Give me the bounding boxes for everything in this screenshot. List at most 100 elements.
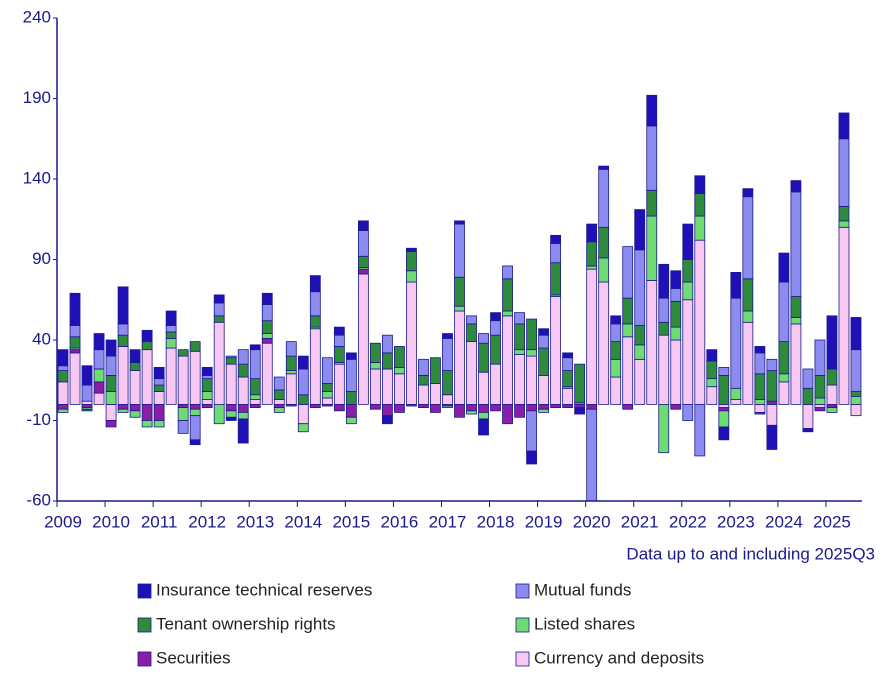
- x-tick-label: 2016: [381, 512, 419, 531]
- bar-segment: [694, 403, 706, 457]
- legend-label: Currency and deposits: [534, 648, 704, 667]
- bar-segment: [526, 403, 537, 412]
- bar-segment: [117, 286, 129, 325]
- bar-segment: [105, 375, 117, 392]
- bar-segment: [754, 399, 766, 405]
- bar-segment: [742, 321, 754, 405]
- bar-segment: [838, 220, 850, 228]
- bar-segment: [201, 399, 213, 405]
- bar-segment: [69, 292, 81, 326]
- bar-segment: [261, 320, 273, 334]
- bar-segment: [57, 408, 69, 413]
- bar-segment: [790, 317, 802, 325]
- bar-segment: [538, 347, 550, 376]
- bar-segment: [153, 378, 165, 386]
- bar-segment: [129, 410, 141, 418]
- bar-segment: [237, 418, 249, 444]
- bar-segment: [141, 349, 153, 405]
- bar-segment: [826, 315, 838, 370]
- legend-label: Securities: [156, 648, 231, 667]
- y-tick-label: -10: [26, 410, 51, 429]
- bar-segment: [718, 366, 730, 376]
- bar-segment: [297, 355, 309, 370]
- bar-segment: [814, 339, 826, 376]
- bar-segment: [249, 399, 261, 405]
- bar-segment: [514, 349, 525, 355]
- bar-segment: [321, 397, 333, 405]
- bar-segment: [430, 383, 441, 405]
- bar-segment: [406, 403, 417, 407]
- bar-segment: [57, 370, 69, 383]
- bar-segment: [177, 403, 189, 409]
- bar-segment: [622, 336, 634, 405]
- bar-segment: [634, 249, 646, 326]
- bar-segment: [237, 412, 249, 420]
- bar-segment: [273, 389, 285, 400]
- bar-segment: [117, 408, 129, 413]
- bar-segment: [189, 341, 201, 352]
- bar-segment: [478, 418, 489, 436]
- bar-segment: [574, 403, 586, 409]
- y-tick-label: 240: [23, 7, 51, 26]
- y-tick-label: 140: [23, 168, 51, 187]
- bar-segment: [309, 291, 321, 317]
- bar-segment: [105, 391, 117, 405]
- bar-segment: [598, 281, 610, 405]
- bar-segment: [357, 230, 369, 257]
- bar-segment: [826, 403, 838, 409]
- bar-segment: [610, 341, 622, 360]
- bar-segment: [502, 310, 513, 317]
- bar-segment: [766, 370, 778, 402]
- bar-segment: [850, 403, 862, 417]
- x-tick-label: 2012: [188, 512, 226, 531]
- bar-segment: [117, 323, 129, 336]
- bar-segment: [790, 323, 802, 405]
- bar-segment: [249, 403, 261, 409]
- bar-segment: [225, 403, 237, 412]
- bar-segment: [586, 265, 598, 270]
- bar-segment: [105, 339, 117, 357]
- y-tick-label: -60: [26, 490, 51, 509]
- bar-segment: [333, 334, 345, 347]
- bar-segment: [646, 125, 658, 191]
- bar-segment: [357, 273, 369, 405]
- bar-segment: [201, 403, 213, 409]
- bar-segment: [622, 297, 634, 325]
- bar-segment: [129, 403, 141, 412]
- bar-segment: [382, 403, 393, 417]
- bar-segment: [345, 352, 357, 360]
- bar-segment: [117, 346, 129, 405]
- bar-segment: [634, 344, 646, 360]
- bar-segment: [646, 94, 658, 127]
- bar-segment: [538, 375, 550, 405]
- bar-segment: [658, 263, 670, 299]
- bar-segment: [718, 403, 730, 409]
- bar-segment: [814, 375, 826, 399]
- bar-segment: [177, 349, 189, 357]
- bar-segment: [93, 392, 105, 405]
- bar-segment: [129, 370, 141, 405]
- bar-segment: [658, 403, 670, 454]
- bar-segment: [225, 363, 237, 405]
- bar-segment: [442, 333, 453, 339]
- bar-segment: [706, 386, 718, 405]
- bar-segment: [826, 368, 838, 386]
- bar-segment: [670, 270, 682, 289]
- legend-swatch: [137, 583, 152, 599]
- x-tick-label: 2018: [477, 512, 515, 531]
- bar-segment: [249, 394, 261, 400]
- bar-segment: [550, 262, 562, 296]
- bar-segment: [261, 342, 273, 405]
- bar-segment: [538, 403, 550, 410]
- bar-segment: [285, 403, 297, 407]
- bar-segment: [610, 315, 622, 325]
- bar-segment: [189, 408, 201, 417]
- x-tick-label: 2020: [573, 512, 611, 531]
- bar-segment: [357, 255, 369, 268]
- x-tick-label: 2010: [92, 512, 130, 531]
- bar-segment: [177, 355, 189, 405]
- bar-segment: [141, 420, 153, 428]
- bar-segment: [225, 416, 237, 421]
- bar-segment: [81, 384, 93, 402]
- bar-segment: [177, 407, 189, 421]
